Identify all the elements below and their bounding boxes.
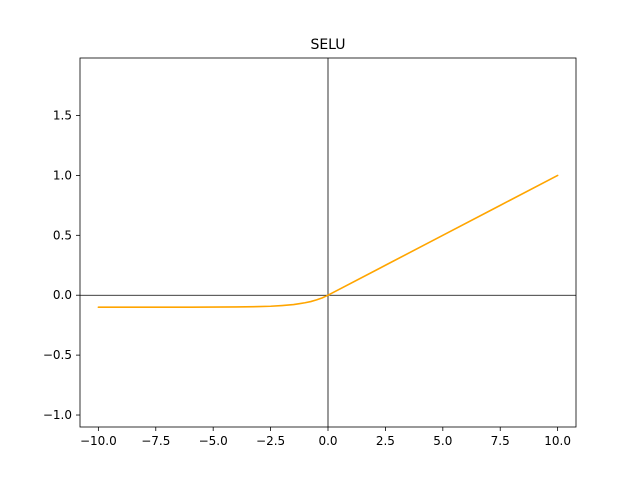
y-tick-label: 0.5 [53,228,72,242]
x-tick-label: −5.0 [199,434,228,448]
y-tick-label: 1.0 [53,168,72,182]
series-line-0 [97,174,559,308]
chart-title: SELU [310,37,345,53]
x-tick-label: −2.5 [256,434,285,448]
y-tick-label: −0.5 [43,348,72,362]
x-tick-label: 0.0 [318,434,337,448]
x-tick-label: 2.5 [376,434,395,448]
x-tick-label: 5.0 [433,434,452,448]
y-tick-label: 0.0 [53,288,72,302]
y-tick-label: 1.5 [53,109,72,123]
y-tick-label: −1.0 [43,408,72,422]
x-tick-label: 7.5 [491,434,510,448]
x-tick-label: 10.0 [544,434,571,448]
x-tick-label: −10.0 [80,434,117,448]
plot-area: −10.0 −7.5 −5.0 −2.5 0.0 2.5 5.0 7.5 10.0 −1.0 −0.… [43,57,577,448]
x-tick-label: −7.5 [141,434,170,448]
